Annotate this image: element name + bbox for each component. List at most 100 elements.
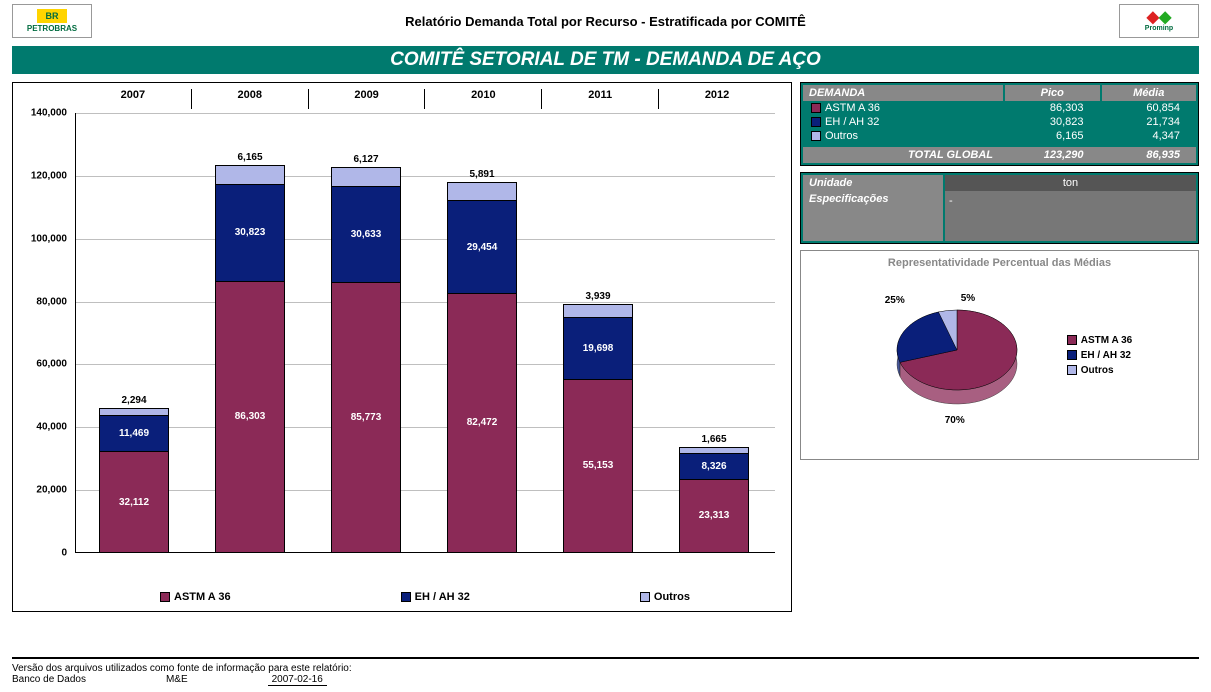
pie-title: Representatividade Percentual das Médias: [807, 257, 1192, 269]
info-block: Unidade ton Especificações -: [800, 172, 1199, 244]
bar-segment: [331, 167, 401, 186]
demanda-pico: 6,165: [1003, 130, 1100, 142]
year-label: 2011: [541, 89, 658, 109]
demanda-media: 4,347: [1100, 130, 1197, 142]
demanda-header-media: Média: [1102, 85, 1197, 101]
gridline: [76, 113, 775, 114]
bar-segment: [447, 182, 517, 201]
espec-row: Especificações -: [803, 191, 1196, 241]
bar-top-label: 6,165: [215, 152, 285, 163]
pie-legend-label: EH / AH 32: [1081, 350, 1131, 361]
swatch-icon: [1067, 335, 1077, 345]
bar-stack: 23,3138,3261,665: [679, 447, 749, 552]
demanda-media: 21,734: [1100, 116, 1197, 128]
demanda-total-media: 86,935: [1100, 149, 1197, 161]
br-box: BR: [37, 9, 67, 23]
report-footer: Versão dos arquivos utilizados como font…: [12, 657, 1199, 686]
pie-slice-label: 25%: [885, 295, 905, 306]
bar-top-label: 2,294: [99, 395, 169, 406]
bar-stack: 82,47229,4545,891: [447, 182, 517, 552]
pie-legend-item: EH / AH 32: [1067, 350, 1133, 361]
bar-segment: 23,313: [679, 479, 749, 552]
gridline: [76, 427, 775, 428]
demanda-table: DEMANDA Pico Média ASTM A 3686,30360,854…: [800, 82, 1199, 166]
bar-chart-panel: 200720082009201020112012 020,00040,00060…: [12, 82, 792, 612]
y-tick-label: 120,000: [31, 170, 67, 181]
gridline: [76, 364, 775, 365]
y-tick-label: 140,000: [31, 108, 67, 119]
bar-segment: 29,454: [447, 200, 517, 293]
swatch-icon: [811, 103, 821, 113]
swatch-icon: [401, 592, 411, 602]
demanda-total-label: TOTAL GLOBAL: [803, 149, 1003, 161]
demanda-name: EH / AH 32: [825, 116, 879, 128]
pie-legend-label: ASTM A 36: [1081, 335, 1133, 346]
unidade-row: Unidade ton: [803, 175, 1196, 191]
legend-label: EH / AH 32: [415, 591, 470, 603]
bar-segment: 30,823: [215, 184, 285, 281]
bar-segment: 55,153: [563, 379, 633, 552]
legend-item: Outros: [640, 591, 690, 603]
pie-body: 70% 25% 5% ASTM A 36 EH / AH 32 Outros: [807, 275, 1192, 435]
bar-segment: [563, 304, 633, 316]
legend-item: ASTM A 36: [160, 591, 231, 603]
gridline: [76, 490, 775, 491]
report-title: Relatório Demanda Total por Recurso - Es…: [92, 14, 1119, 29]
gridline: [76, 176, 775, 177]
demanda-header-row: DEMANDA Pico Média: [803, 85, 1196, 101]
demanda-name: ASTM A 36: [825, 102, 880, 114]
report-header: BR PETROBRAS Relatório Demanda Total por…: [0, 0, 1211, 42]
side-panel: DEMANDA Pico Média ASTM A 3686,30360,854…: [800, 82, 1199, 612]
demanda-total-pico: 123,290: [1003, 149, 1100, 161]
pie-legend-label: Outros: [1081, 365, 1114, 376]
unidade-label: Unidade: [803, 175, 943, 191]
bar-top-label: 1,665: [679, 434, 749, 445]
footer-row: Banco de Dados M&E 2007-02-16: [12, 674, 1199, 686]
year-labels-row: 200720082009201020112012: [75, 89, 775, 109]
bar-stack: 32,11211,4692,294: [99, 408, 169, 552]
bar-stack: 55,15319,6983,939: [563, 304, 633, 552]
bar-segment: 85,773: [331, 282, 401, 552]
demanda-media: 60,854: [1100, 102, 1197, 114]
swatch-icon: [1067, 365, 1077, 375]
demanda-name: Outros: [825, 130, 858, 142]
demanda-total-row: TOTAL GLOBAL 123,290 86,935: [803, 147, 1196, 163]
footer-db-label: Banco de Dados: [12, 674, 86, 686]
legend-label: Outros: [654, 591, 690, 603]
demanda-header-pico: Pico: [1005, 85, 1100, 101]
swatch-icon: [811, 131, 821, 141]
main-content: 200720082009201020112012 020,00040,00060…: [0, 82, 1211, 612]
y-tick-label: 60,000: [36, 359, 67, 370]
swatch-icon: [1067, 350, 1077, 360]
espec-value: -: [945, 191, 1196, 241]
demanda-header-label: DEMANDA: [803, 85, 1003, 101]
pie-slice-label: 70%: [945, 415, 965, 426]
footer-me-label: M&E: [166, 674, 188, 686]
legend-item: EH / AH 32: [401, 591, 470, 603]
chart-plot-area: 32,11211,4692,29486,30330,8236,16585,773…: [75, 113, 775, 553]
demanda-pico: 30,823: [1003, 116, 1100, 128]
swatch-icon: [811, 117, 821, 127]
title-bar: COMITÊ SETORIAL DE TM - DEMANDA DE AÇO: [12, 46, 1199, 74]
pie-legend-item: ASTM A 36: [1067, 335, 1133, 346]
bar-stack: 85,77330,6336,127: [331, 167, 401, 552]
petrobras-text: PETROBRAS: [27, 24, 77, 33]
pie-legend: ASTM A 36 EH / AH 32 Outros: [1067, 331, 1133, 380]
gridline: [76, 302, 775, 303]
y-tick-label: 20,000: [36, 485, 67, 496]
bar-top-label: 5,891: [447, 169, 517, 180]
year-label: 2009: [308, 89, 425, 109]
y-tick-label: 80,000: [36, 296, 67, 307]
pie-svg-wrap: 70% 25% 5%: [867, 275, 1047, 435]
demanda-row: EH / AH 32 30,82321,734: [803, 115, 1196, 129]
bar-top-label: 6,127: [331, 154, 401, 165]
espec-label: Especificações: [803, 191, 943, 241]
y-tick-label: 100,000: [31, 233, 67, 244]
bar-segment: [99, 408, 169, 415]
bar-top-label: 3,939: [563, 291, 633, 302]
demanda-row: Outros 6,1654,347: [803, 129, 1196, 143]
bar-segment: 82,472: [447, 293, 517, 552]
bar-segment: 19,698: [563, 317, 633, 379]
swatch-icon: [640, 592, 650, 602]
demanda-row: ASTM A 3686,30360,854: [803, 101, 1196, 115]
